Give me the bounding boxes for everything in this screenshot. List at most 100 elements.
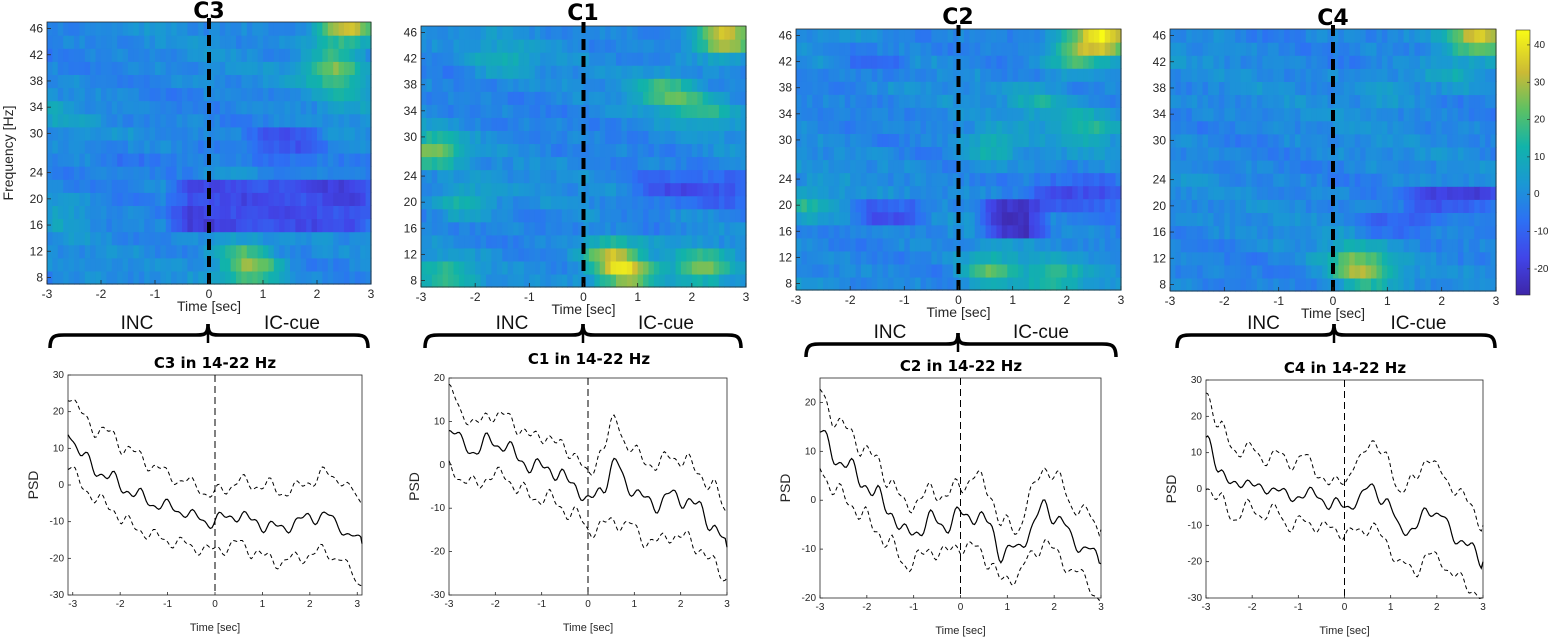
heatmap-cell bbox=[1039, 120, 1046, 134]
heatmap-cell bbox=[561, 104, 568, 118]
heatmap-cell bbox=[306, 244, 313, 259]
heatmap-cell bbox=[111, 244, 118, 259]
heatmap-cell bbox=[904, 68, 911, 82]
heatmap-cell bbox=[442, 39, 449, 53]
heatmap-cell bbox=[861, 263, 868, 278]
brace-label-inc: INC bbox=[121, 313, 154, 334]
heatmap-cell bbox=[1001, 250, 1008, 265]
heatmap-cell bbox=[284, 218, 291, 233]
heatmap-cell bbox=[464, 52, 471, 66]
heatmap-cell bbox=[708, 39, 715, 53]
heatmap-cell bbox=[1278, 68, 1285, 82]
heatmap-cell bbox=[79, 179, 86, 193]
heatmap-cell bbox=[311, 231, 318, 246]
heatmap-cell bbox=[464, 169, 471, 184]
heatmap-cell bbox=[551, 182, 558, 197]
heatmap-cell bbox=[740, 208, 747, 223]
heatmap-cell bbox=[518, 130, 525, 145]
heatmap-cell bbox=[1045, 42, 1052, 56]
heatmap-cell bbox=[540, 234, 547, 249]
heatmap-cell bbox=[338, 74, 345, 89]
heatmap-cell bbox=[523, 65, 530, 79]
heatmap-cell bbox=[551, 52, 558, 66]
heatmap-cell bbox=[491, 65, 498, 79]
heatmap-cell bbox=[74, 192, 80, 206]
heatmap-cell bbox=[209, 22, 215, 36]
heatmap-cell bbox=[1322, 186, 1329, 200]
heatmap-cell bbox=[1414, 199, 1421, 213]
heatmap-cell bbox=[1457, 81, 1464, 96]
heatmap-cell bbox=[855, 42, 862, 56]
heatmap-cell bbox=[855, 107, 862, 121]
heatmap-cell bbox=[322, 257, 329, 272]
heatmap-cell bbox=[942, 107, 949, 121]
heatmap-cell bbox=[855, 198, 862, 213]
heatmap-cell bbox=[855, 94, 862, 108]
heatmap-cell bbox=[588, 195, 595, 210]
heatmap-cell bbox=[909, 263, 916, 278]
heatmap-cell bbox=[540, 65, 547, 79]
heatmap-cell bbox=[106, 231, 113, 246]
heatmap-cell bbox=[252, 270, 259, 285]
heatmap-cell bbox=[567, 117, 574, 131]
heatmap-cell bbox=[1246, 55, 1253, 69]
heatmap-cell bbox=[839, 159, 846, 174]
heatmap-cell bbox=[823, 185, 830, 200]
heatmap-cell bbox=[963, 107, 970, 121]
heatmap-cell bbox=[1468, 133, 1475, 148]
heatmap-cell bbox=[833, 172, 840, 187]
heatmap-cell bbox=[1419, 199, 1426, 213]
heatmap-cell bbox=[1343, 94, 1350, 109]
heatmap-cell bbox=[670, 195, 677, 210]
heatmap-cell bbox=[144, 192, 151, 206]
heatmap-cell bbox=[659, 78, 666, 92]
heatmap-cell bbox=[1343, 173, 1350, 187]
heatmap-cell bbox=[567, 143, 574, 158]
heatmap-cell bbox=[1180, 146, 1187, 161]
heatmap-cell bbox=[735, 39, 742, 53]
heatmap-cell bbox=[219, 205, 226, 220]
heatmap-cell bbox=[670, 260, 677, 275]
heatmap-cell bbox=[268, 231, 275, 246]
heatmap-cell bbox=[68, 153, 75, 167]
heatmap-cell bbox=[1452, 212, 1459, 227]
heatmap-cell bbox=[1066, 55, 1073, 69]
heatmap-cell bbox=[1490, 225, 1497, 240]
heatmap-cell bbox=[117, 192, 124, 206]
heatmap-cell bbox=[572, 169, 579, 184]
heatmap-cell bbox=[360, 139, 367, 154]
heatmap-cell bbox=[1012, 29, 1019, 43]
heatmap-cell bbox=[991, 276, 998, 291]
heatmap-cell bbox=[861, 237, 868, 252]
heatmap-cell bbox=[637, 104, 644, 118]
heatmap-cell bbox=[648, 169, 655, 184]
heatmap-cell bbox=[1305, 120, 1312, 135]
heatmap-cell bbox=[605, 26, 612, 40]
heatmap-cell bbox=[1202, 173, 1209, 187]
heatmap-cell bbox=[963, 237, 970, 252]
heatmap-cell bbox=[1398, 199, 1405, 213]
heatmap-cell bbox=[128, 257, 134, 272]
heatmap-cell bbox=[1023, 198, 1030, 213]
heatmap-cell bbox=[160, 166, 167, 180]
heatmap-cell bbox=[1018, 133, 1025, 148]
heatmap-cell bbox=[632, 104, 639, 118]
heatmap-cell bbox=[230, 153, 237, 167]
heatmap-cell bbox=[806, 42, 813, 56]
heatmap-cell bbox=[871, 133, 878, 148]
heatmap-cell bbox=[1414, 107, 1421, 122]
heatmap-cell bbox=[675, 143, 682, 158]
heatmap-cell bbox=[806, 263, 813, 278]
heatmap-cell bbox=[1392, 55, 1399, 69]
heatmap-cell bbox=[252, 139, 259, 154]
heatmap-cell bbox=[1447, 264, 1454, 279]
heatmap-cell bbox=[1300, 173, 1307, 187]
heatmap-cell bbox=[1028, 185, 1035, 200]
heatmap-cell bbox=[561, 52, 568, 66]
heatmap-cell bbox=[1023, 120, 1030, 134]
heatmap-cell bbox=[915, 29, 922, 43]
heatmap-cell bbox=[691, 260, 698, 275]
heatmap-cell bbox=[904, 107, 911, 121]
heatmap-cell bbox=[729, 143, 736, 158]
heatmap-cell bbox=[1208, 277, 1215, 292]
